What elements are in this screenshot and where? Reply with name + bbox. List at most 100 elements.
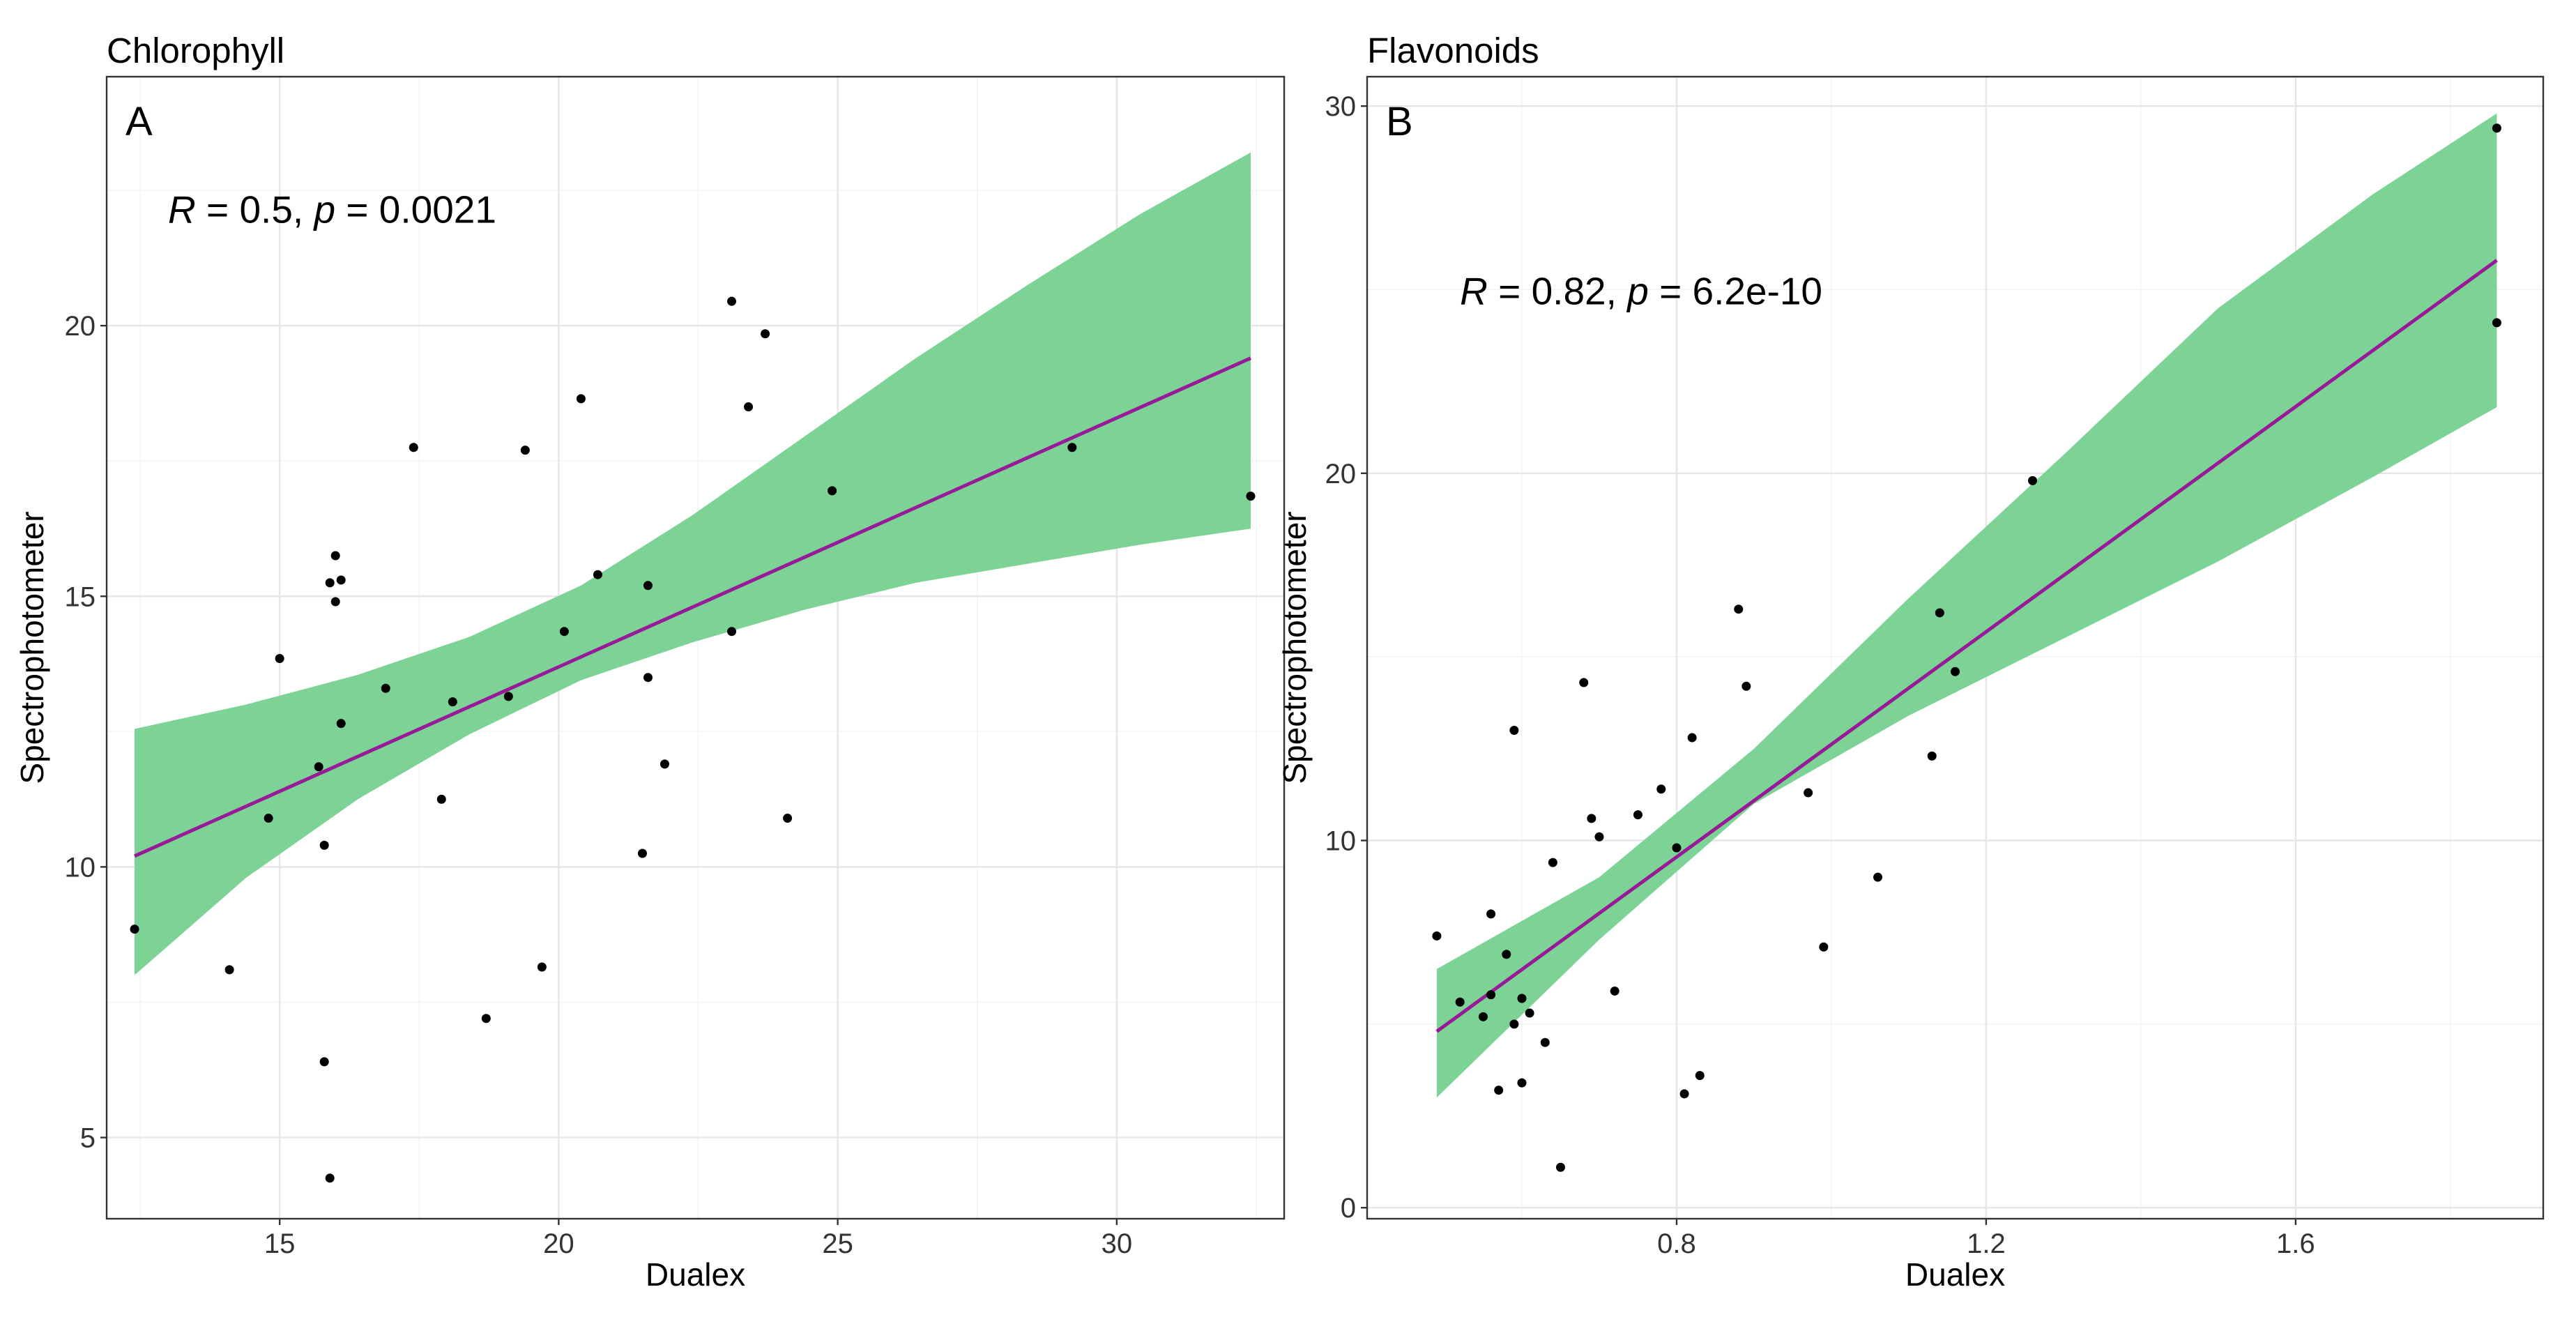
flav-data-point [1734, 604, 1744, 614]
chl-x-tick-label: 15 [264, 1228, 296, 1259]
chl-correlation-annotation: R = 0.5, p = 0.0021 [168, 188, 496, 231]
flav-data-point [1935, 608, 1944, 618]
flav-y-tick-label: 20 [1325, 459, 1357, 489]
chl-x-axis-label: Dualex [646, 1256, 745, 1293]
flav-data-point [1540, 1037, 1550, 1047]
chl-x-tick-label: 30 [1102, 1228, 1133, 1259]
flav-data-point [1486, 909, 1496, 919]
chl-data-point [637, 849, 647, 858]
chl-data-point [381, 683, 390, 693]
flav-data-point [1525, 1008, 1534, 1018]
flav-data-point [1509, 1019, 1519, 1029]
chl-confidence-band [135, 152, 1251, 975]
chl-data-point [537, 962, 547, 972]
flav-data-point [1873, 872, 1883, 882]
chl-data-point [559, 627, 569, 637]
flav-data-point [1819, 942, 1829, 952]
chl-data-point [727, 627, 737, 637]
chl-plot-frame [105, 75, 1286, 1220]
chl-x-tick-label: 25 [822, 1228, 853, 1259]
chl-data-point [319, 840, 329, 850]
flav-y-tick-label: 0 [1341, 1193, 1356, 1224]
flav-annotation-r-label: R [1460, 270, 1488, 313]
flav-panel: 0.8 1.2 1.6 0 10 20 30 Flavonoids B Dualex Spectro… [1276, 31, 2545, 1293]
flav-plot-frame [1366, 75, 2545, 1220]
chl-data-point [503, 692, 513, 701]
flav-x-tick-label: 1.6 [2276, 1228, 2315, 1259]
chl-data-point [409, 443, 418, 452]
chl-y-tick-label: 5 [80, 1123, 96, 1154]
chl-data-point [520, 446, 530, 455]
chl-panel: 15 20 25 30 5 10 15 20 Chlorophyll A Dualex Spectro… [14, 31, 1286, 1293]
chl-data-point [275, 654, 284, 664]
chl-data-point [481, 1014, 491, 1024]
chl-chart-title: Chlorophyll [107, 31, 284, 70]
chl-data-point [1246, 492, 1256, 501]
flav-x-axis-label: Dualex [1905, 1256, 2005, 1293]
flav-panel-label: B [1386, 99, 1413, 144]
chl-regression-line [134, 356, 1251, 858]
chl-data-point [314, 762, 323, 772]
flav-data-point [1656, 784, 1666, 794]
flav-data-point [1486, 990, 1496, 1000]
chl-data-point [448, 697, 457, 707]
flav-data-point [1672, 843, 1682, 853]
chl-annotation-r-label: R [168, 188, 196, 231]
flav-data-point [1517, 994, 1527, 1003]
flav-data-point [2492, 123, 2501, 133]
chl-data-point [264, 814, 273, 823]
chl-data-point [744, 402, 754, 412]
flav-x-tick-label: 1.2 [1967, 1228, 2006, 1259]
flav-data-point [1432, 931, 1442, 941]
flav-data-point [1679, 1089, 1689, 1099]
flav-data-point [1742, 681, 1751, 691]
chl-data-point [727, 296, 737, 306]
chl-data-point [576, 394, 586, 404]
chl-data-point [330, 597, 340, 607]
flav-annotation-r-text: = 0.82, [1488, 270, 1627, 313]
flav-data-point [1548, 858, 1557, 867]
chl-data-point [643, 673, 653, 683]
flav-data-point [2492, 318, 2501, 328]
flav-data-point [1927, 751, 1937, 761]
flav-data-point [1695, 1071, 1705, 1081]
flav-data-point [1587, 814, 1596, 823]
chl-data-point [336, 719, 346, 729]
flav-data-point [1494, 1086, 1504, 1095]
flav-regression-line [1435, 259, 2498, 1033]
flav-data-point [2027, 475, 2037, 485]
flav-data-point [1455, 997, 1465, 1007]
chl-data-point [783, 814, 793, 823]
flav-data-point [1509, 726, 1519, 736]
flav-data-point [1687, 733, 1697, 743]
chl-data-point [330, 551, 340, 561]
chl-x-tick-label: 20 [543, 1228, 574, 1259]
chl-data-point [325, 578, 335, 588]
flav-x-tick-label: 0.8 [1657, 1228, 1696, 1259]
flav-data-point [1594, 832, 1604, 842]
chl-data-point [319, 1057, 329, 1067]
flav-annotation-p-label: p [1626, 270, 1649, 313]
flav-annotation-p-text: = 6.2e-10 [1649, 270, 1822, 313]
chl-data-point [643, 581, 653, 591]
chl-data-point [828, 486, 837, 496]
chl-data-point [660, 759, 669, 769]
flav-y-tick-label: 10 [1325, 826, 1357, 857]
flav-correlation-annotation: R = 0.82, p = 6.2e-10 [1460, 270, 1822, 313]
chl-y-axis-label: Spectrophotometer [14, 511, 50, 784]
flav-data-point [1555, 1162, 1565, 1172]
chl-data-point [761, 329, 770, 339]
flav-y-tick-label: 30 [1325, 91, 1357, 122]
chl-data-point [325, 1173, 335, 1183]
chl-panel-label: A [125, 99, 153, 144]
chl-annotation-p-text: = 0.0021 [335, 188, 496, 231]
chl-y-tick-label: 20 [65, 311, 96, 342]
flav-data-point [1804, 788, 1813, 798]
flav-data-point [1517, 1078, 1527, 1088]
flav-data-point [1478, 1012, 1488, 1021]
chl-data-point [336, 575, 346, 585]
chl-data-point [436, 794, 446, 804]
flav-data-point [1951, 667, 1960, 676]
flav-confidence-band [1436, 113, 2497, 1098]
chl-annotation-p-label: p [312, 188, 335, 231]
